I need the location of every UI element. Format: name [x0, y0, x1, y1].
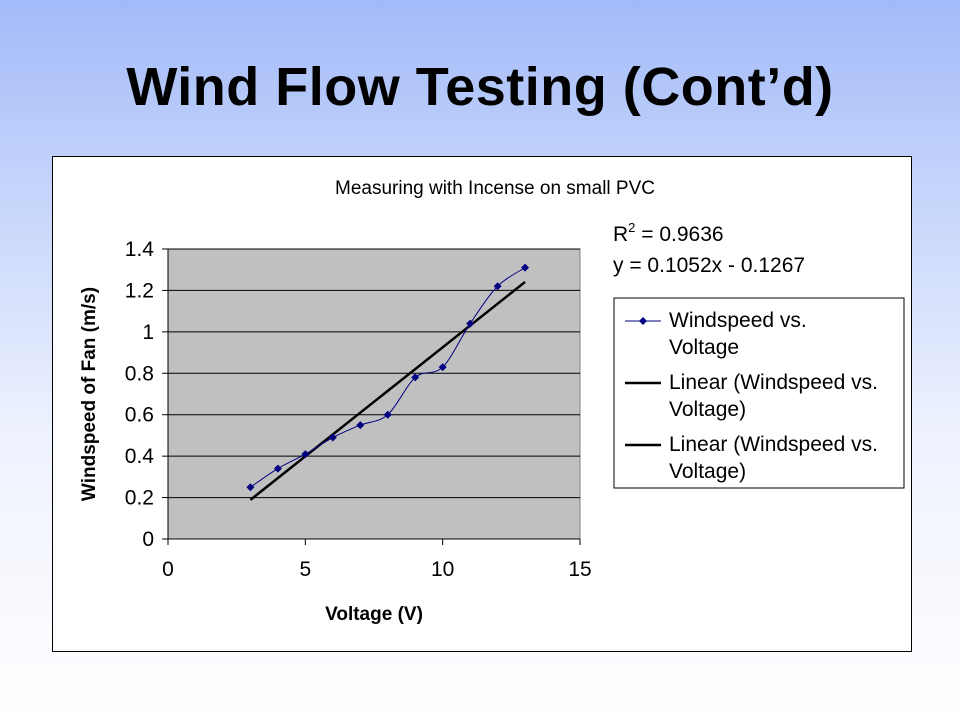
plot-area	[167, 248, 581, 540]
data-point-2	[301, 450, 310, 459]
x-axis-label: Voltage (V)	[325, 604, 423, 625]
x-tick-label-3: 15	[568, 558, 591, 581]
data-point-10	[521, 263, 530, 272]
legend-item-0-line1: Windspeed vs.	[669, 309, 807, 332]
x-tick-label-1: 5	[299, 558, 311, 581]
x-tick-labels: 0 5 10 15	[162, 539, 592, 581]
data-point-6	[411, 373, 420, 382]
series-markers	[246, 263, 530, 492]
legend-swatch-marker	[639, 317, 647, 325]
regression-equation: y = 0.1052x - 0.1267	[613, 254, 805, 277]
axes	[167, 249, 580, 540]
data-point-5	[383, 410, 392, 419]
x-tick-label-2: 10	[431, 558, 454, 581]
trendline	[249, 280, 526, 501]
data-point-0	[246, 483, 255, 492]
data-point-7	[438, 363, 447, 372]
legend-item-1-line2: Voltage)	[669, 398, 746, 421]
y-tick-label-1: 0.2	[125, 487, 154, 510]
legend-item-0-line2: Voltage	[669, 336, 739, 359]
legend-item-2-line1: Linear (Windspeed vs.	[669, 433, 878, 456]
gridlines	[168, 248, 580, 499]
legend: Windspeed vs. Voltage Linear (Windspeed …	[613, 297, 905, 489]
legend-item-1-line1: Linear (Windspeed vs.	[669, 371, 878, 394]
legend-box	[613, 297, 905, 489]
y-tick-label-2: 0.4	[125, 445, 155, 468]
y-tick-label-5: 1	[142, 321, 154, 344]
y-tick-label-4: 0.8	[125, 362, 154, 385]
legend-swatches	[625, 317, 661, 447]
trendline-equation: R2 = 0.9636 y = 0.1052x - 0.1267	[613, 220, 805, 277]
y-tick-label-7: 1.4	[125, 238, 155, 261]
data-point-9	[493, 282, 502, 291]
legend-item-2-line2: Voltage)	[669, 460, 746, 483]
y-axis-label: Windspeed of Fan (m/s)	[79, 287, 100, 501]
chart-title: Measuring with Incense on small PVC	[335, 178, 655, 199]
r-squared-label: R2 = 0.9636	[613, 220, 724, 246]
slide-title: Wind Flow Testing (Cont’d)	[126, 57, 834, 117]
data-point-1	[273, 464, 282, 473]
chart-svg: Measuring with Incense on small PVC 0 0.2…	[79, 178, 905, 625]
y-tick-label-0: 0	[142, 528, 154, 551]
y-tick-label-6: 1.2	[125, 279, 154, 302]
x-tick-label-0: 0	[162, 558, 174, 581]
y-tick-labels: 0 0.2 0.4 0.6 0.8 1 1.2 1.4	[125, 238, 168, 551]
chart-area: Measuring with Incense on small PVC 0 0.2…	[52, 156, 912, 652]
data-point-3	[328, 433, 337, 442]
data-point-4	[356, 421, 365, 430]
y-tick-label-3: 0.6	[125, 404, 154, 427]
data-point-8	[466, 319, 475, 328]
